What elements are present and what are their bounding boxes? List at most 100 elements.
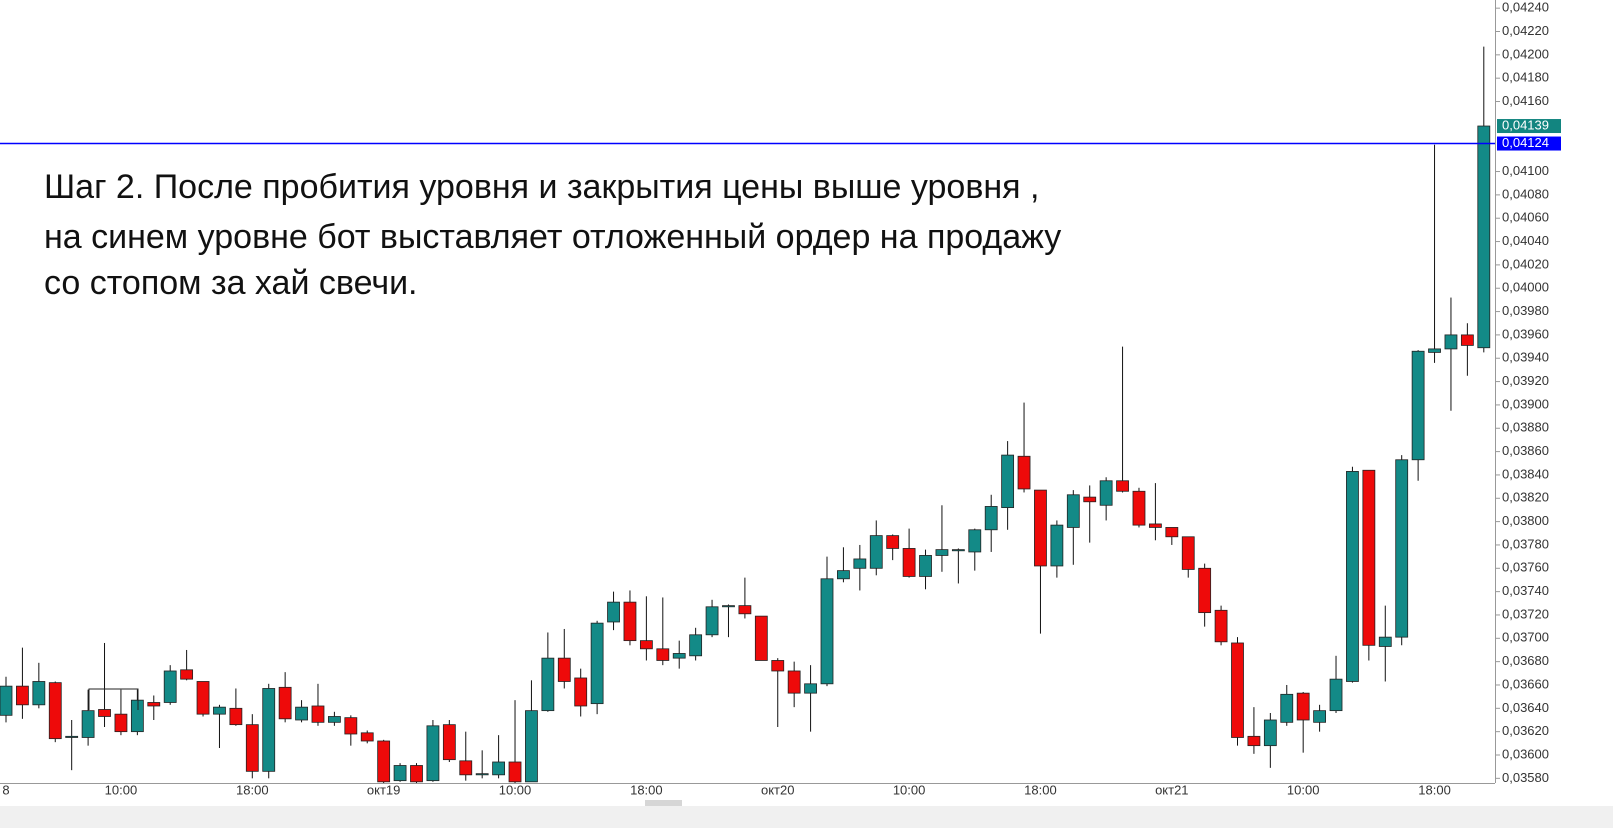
candle-body (459, 760, 473, 776)
candle-body (32, 681, 46, 706)
candle-body (837, 570, 850, 580)
candle-body (508, 761, 522, 783)
y-tick-label: 0,03940 (1502, 350, 1549, 365)
price-badge-label: 0,04139 (1502, 117, 1549, 132)
y-tick-label: 0,03680 (1502, 653, 1549, 668)
candle-body (65, 735, 79, 738)
candle-body (935, 549, 949, 556)
candle-body (426, 725, 440, 782)
candle-body (81, 710, 95, 738)
candle-body (410, 765, 423, 783)
x-tick-label: окт21 (1155, 782, 1188, 797)
y-tick-label: 0,04180 (1502, 70, 1549, 85)
candle-body (377, 740, 391, 783)
y-tick-label: 0,03660 (1502, 676, 1549, 691)
y-tick-label: 0,04240 (1502, 0, 1549, 15)
y-tick-label: 0,04200 (1502, 46, 1549, 61)
candle-body (1181, 536, 1195, 570)
price-badge (1497, 119, 1561, 134)
x-tick-label: окт19 (367, 782, 400, 797)
candle-body (163, 670, 177, 703)
candle-body (1362, 469, 1376, 646)
candle-body (1050, 524, 1064, 567)
scrollbar-thumb[interactable] (645, 800, 682, 806)
candle-body (886, 535, 900, 549)
y-tick-label: 0,04160 (1502, 93, 1549, 108)
candle-body (705, 606, 719, 636)
plot-area (0, 46, 1491, 783)
candle-body (147, 702, 161, 707)
y-tick-label: 0,03620 (1502, 723, 1549, 738)
y-tick-label: 0,03860 (1502, 443, 1549, 458)
candle-body (919, 555, 932, 577)
candle-body (1477, 125, 1491, 349)
y-tick-label: 0,03720 (1502, 606, 1549, 621)
candle-body (639, 640, 653, 650)
candle-body (213, 706, 226, 715)
candle-body (360, 732, 374, 742)
candle-body (0, 685, 13, 716)
candle-body (393, 765, 407, 782)
annotation: со стопом за хай свечи. (44, 264, 418, 302)
candle-body (98, 709, 111, 717)
y-tick-label: 0,03760 (1502, 560, 1549, 575)
candle-body (1116, 480, 1129, 492)
scrollbar[interactable] (0, 806, 1613, 828)
y-tick-label: 0,04020 (1502, 256, 1549, 271)
x-tick-label: 18:00 (236, 782, 269, 797)
y-tick-label: 0,04100 (1502, 163, 1549, 178)
candle-body (1280, 693, 1294, 723)
y-tick-label: 0,04080 (1502, 186, 1549, 201)
candle-body (1329, 678, 1343, 712)
candle-body (557, 657, 571, 682)
y-tick-label: 0,03840 (1502, 466, 1549, 481)
candle-body (1083, 496, 1097, 503)
candle-body (229, 707, 243, 726)
y-tick-label: 0,03800 (1502, 513, 1549, 528)
candle-body (1132, 490, 1146, 526)
candle-body (196, 681, 210, 715)
candle-body (1444, 334, 1458, 350)
candle-body (804, 683, 817, 694)
candle-body (1378, 636, 1392, 647)
y-tick-label: 0,03700 (1502, 630, 1549, 645)
candle-body (1165, 527, 1179, 538)
candle-body (525, 710, 538, 783)
candle-body (327, 716, 341, 723)
candle-body (114, 713, 128, 733)
candle-body (869, 535, 883, 569)
candle-body (311, 705, 325, 723)
price-badge-label: 0,04124 (1502, 135, 1549, 150)
candle-body (656, 648, 670, 661)
x-tick-label: 10:00 (893, 782, 926, 797)
candle-body (738, 605, 752, 615)
candle-body (1313, 710, 1326, 723)
y-tick-label: 0,04060 (1502, 210, 1549, 225)
candle-body (1017, 455, 1031, 490)
candle-body (787, 670, 801, 694)
candle-body (1066, 494, 1080, 528)
y-tick-label: 0,03920 (1502, 373, 1549, 388)
y-tick-label: 0,03960 (1502, 326, 1549, 341)
candle-body (278, 686, 292, 720)
candle-body (722, 605, 735, 608)
candle-body (1346, 471, 1359, 682)
annotation: на синем уровне бот выставляет отложенны… (44, 218, 1061, 256)
y-tick-label: 0,03900 (1502, 396, 1549, 411)
candle-body (1034, 489, 1047, 567)
price-badge (1497, 136, 1561, 151)
y-tick-label: 0,03820 (1502, 490, 1549, 505)
candle-body (984, 506, 998, 531)
x-tick-label: окт20 (761, 782, 794, 797)
candle-body (1247, 735, 1261, 747)
candle-body (130, 699, 144, 733)
candle-body (672, 653, 686, 659)
candle-body (1231, 642, 1244, 738)
y-tick-label: 0,03740 (1502, 583, 1549, 598)
y-tick-label: 0,03980 (1502, 303, 1549, 318)
candle-body (968, 529, 982, 553)
candle-body (492, 761, 506, 776)
candle-body (1411, 350, 1425, 461)
candle-body (902, 548, 916, 577)
x-tick-label: 10:00 (499, 782, 532, 797)
